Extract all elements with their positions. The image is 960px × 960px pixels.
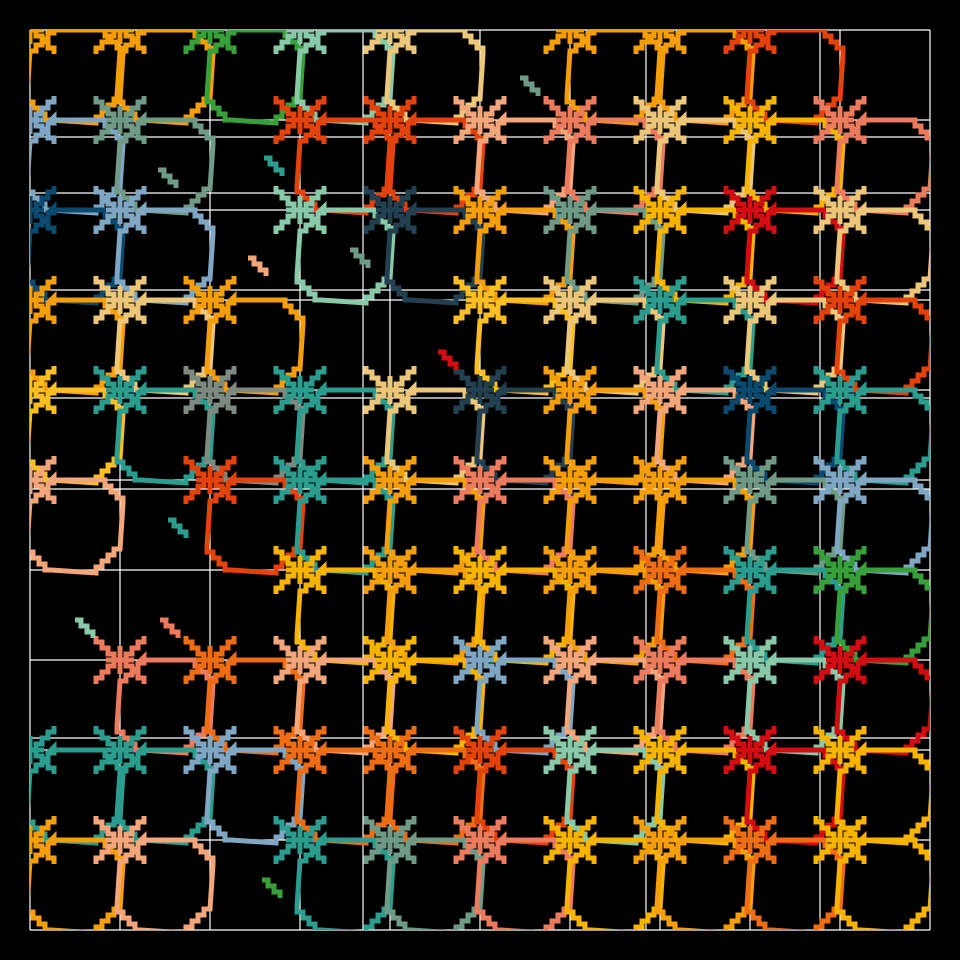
generative-art-canvas (0, 0, 960, 960)
